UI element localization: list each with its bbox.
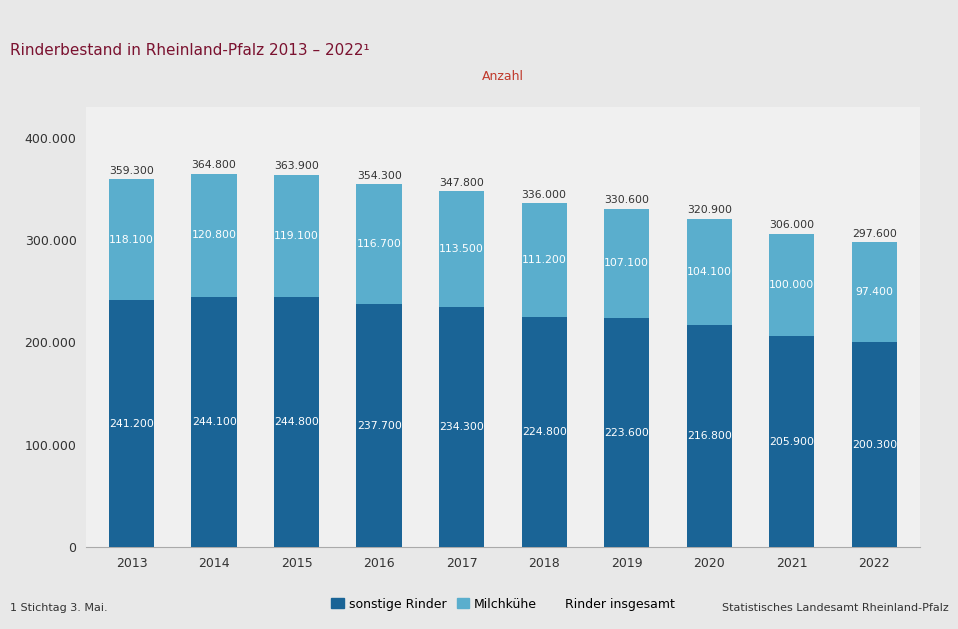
Text: 244.100: 244.100 [192, 417, 237, 427]
Bar [521, 203, 567, 317]
Bar [356, 304, 401, 547]
Text: 364.800: 364.800 [192, 160, 237, 170]
Text: Statistisches Landesamt Rheinland-Pfalz: Statistisches Landesamt Rheinland-Pfalz [721, 603, 948, 613]
Text: 306.000: 306.000 [769, 220, 814, 230]
Text: 244.800: 244.800 [274, 417, 319, 427]
Text: 224.800: 224.800 [522, 427, 566, 437]
Text: 97.400: 97.400 [855, 287, 893, 298]
Text: Rinderbestand in Rheinland-Pfalz 2013 – 2022¹: Rinderbestand in Rheinland-Pfalz 2013 – … [10, 43, 369, 58]
Text: 347.800: 347.800 [440, 177, 484, 187]
Text: 336.000: 336.000 [522, 189, 567, 199]
Text: 111.200: 111.200 [522, 255, 566, 265]
Text: 1 Stichtag 3. Mai.: 1 Stichtag 3. Mai. [10, 603, 107, 613]
Text: 237.700: 237.700 [356, 421, 401, 430]
Bar [769, 234, 814, 337]
Text: 297.600: 297.600 [852, 229, 897, 239]
Text: Anzahl: Anzahl [482, 70, 524, 83]
Text: 234.300: 234.300 [440, 422, 484, 432]
Bar [192, 174, 237, 298]
Text: 118.100: 118.100 [109, 235, 154, 245]
Bar [192, 298, 237, 547]
Text: 119.100: 119.100 [274, 231, 319, 240]
Bar [852, 342, 897, 547]
Bar [439, 191, 485, 308]
Bar [769, 337, 814, 547]
Bar [274, 175, 319, 296]
Text: 330.600: 330.600 [604, 195, 650, 205]
Bar [439, 308, 485, 547]
Bar [604, 318, 650, 547]
Text: 100.000: 100.000 [769, 280, 814, 290]
Bar [356, 184, 401, 304]
Text: 359.300: 359.300 [109, 165, 154, 175]
Text: 216.800: 216.800 [687, 431, 732, 441]
Legend: sonstige Rinder, Milchkühe, Rinder insgesamt: sonstige Rinder, Milchkühe, Rinder insge… [331, 598, 674, 611]
Bar [109, 179, 154, 300]
Bar [687, 325, 732, 547]
Text: 320.900: 320.900 [687, 205, 732, 215]
Bar [687, 219, 732, 325]
Bar [521, 317, 567, 547]
Bar [109, 300, 154, 547]
Bar [852, 242, 897, 342]
Text: 113.500: 113.500 [440, 244, 484, 254]
Bar [604, 209, 650, 318]
Text: 354.300: 354.300 [356, 171, 401, 181]
Text: 116.700: 116.700 [356, 239, 401, 249]
Text: 363.900: 363.900 [274, 161, 319, 171]
Text: 200.300: 200.300 [852, 440, 897, 450]
Text: 223.600: 223.600 [604, 428, 650, 438]
Text: 104.100: 104.100 [687, 267, 732, 277]
Bar [274, 296, 319, 547]
Text: 241.200: 241.200 [109, 419, 154, 429]
Text: 205.900: 205.900 [769, 437, 814, 447]
Text: 120.800: 120.800 [192, 230, 237, 240]
Text: 107.100: 107.100 [604, 259, 650, 269]
